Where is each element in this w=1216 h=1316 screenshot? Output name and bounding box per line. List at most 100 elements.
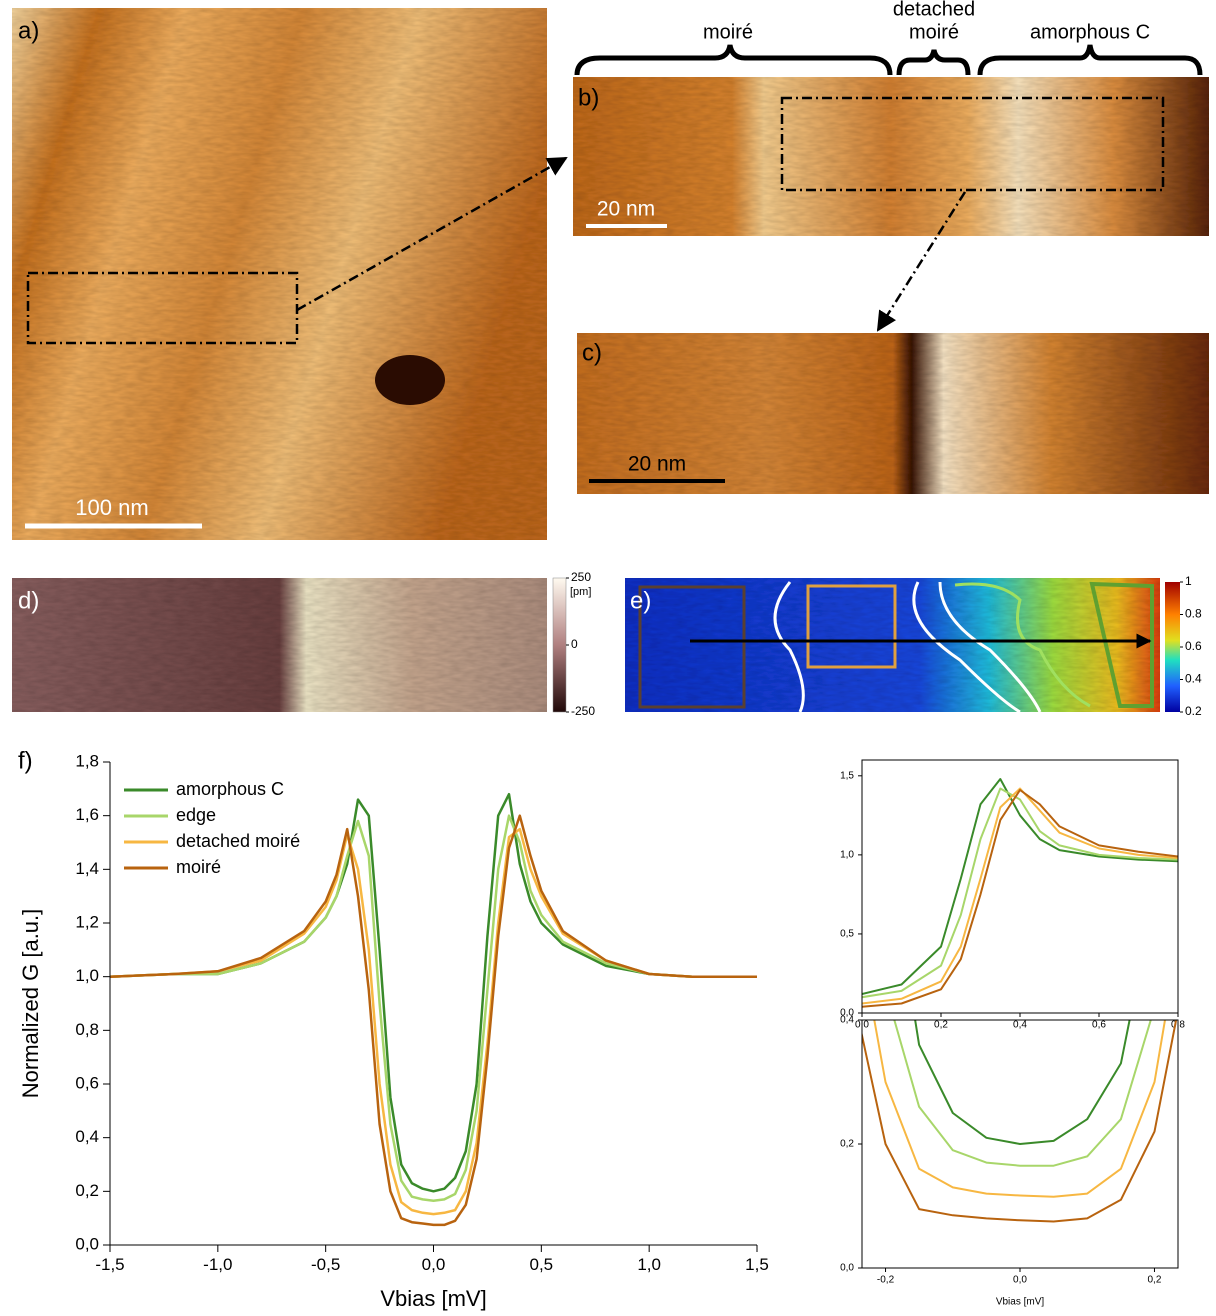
y-tick-label: 1,0: [75, 966, 99, 985]
lines: [862, 1020, 1178, 1223]
colorbar-tick-label: -250: [571, 704, 595, 718]
colorbar-tick-label: 1: [1185, 574, 1192, 588]
line: [862, 1020, 1178, 1223]
region-box: [1089, 581, 1154, 708]
plot-frame: [861, 759, 1179, 1014]
brace: [896, 49, 971, 76]
scale-bar-label: 20 nm: [628, 453, 686, 476]
y-tick-label: 0,6: [75, 1073, 99, 1092]
region-label: amorphous C: [1030, 21, 1150, 43]
brace: [977, 44, 1203, 76]
lines: [862, 778, 1178, 1008]
panel-label: a): [18, 17, 39, 44]
colorbar-tick-label: 0.4: [1185, 672, 1202, 686]
line: [109, 814, 757, 1227]
line: [109, 814, 757, 1202]
panel-label: d): [18, 587, 39, 614]
stm-image: [573, 77, 1209, 236]
line: [109, 827, 757, 1216]
colorbar: [1165, 582, 1180, 712]
y-tick-label: 0,2: [75, 1181, 99, 1200]
region-box: [638, 585, 746, 709]
plot-frame: [861, 1019, 1179, 1269]
x-tick-label: -1,5: [95, 1255, 124, 1274]
panel-e: e): [625, 578, 1180, 714]
panel-label: c): [582, 339, 602, 366]
line: [914, 1020, 1131, 1145]
y-tick-label: 1,2: [75, 912, 99, 931]
x-tick-label: 1,5: [745, 1255, 769, 1274]
panel-label: e): [630, 587, 651, 614]
legend-label: detached moiré: [176, 831, 300, 851]
x-axis-label: Vbias [mV]: [996, 1297, 1045, 1308]
height-map: [12, 578, 547, 712]
y-tick-label: 1,0: [840, 850, 854, 861]
x-axis-label: Vbias [mV]: [380, 1286, 486, 1311]
zoom-box: [780, 96, 1165, 192]
chart: -0,2 0,0 0,2 0,0 0,2 0,4 Vbias [mV]: [840, 1015, 1179, 1308]
line: [893, 1020, 1152, 1167]
x-tick-label: 0,0: [1013, 1275, 1027, 1286]
line: [109, 792, 757, 1193]
line: [862, 778, 1178, 995]
line: [862, 789, 1178, 1008]
conductance-map: [625, 578, 1160, 712]
x-tick-label: -0,5: [311, 1255, 340, 1274]
y-tick-label: 0,8: [75, 1020, 99, 1039]
region-outline: [773, 581, 805, 713]
y-tick-label: 1,4: [75, 859, 99, 878]
legend-label: moiré: [176, 857, 221, 877]
region-label: moiré: [909, 21, 959, 43]
x-tick-label: 0,0: [422, 1255, 446, 1274]
x-tick-label: -1,0: [203, 1255, 232, 1274]
y-tick-label: 0,0: [75, 1234, 99, 1253]
panel-a: 100 nm a): [12, 8, 547, 540]
scale-bar-label: 20 nm: [597, 198, 655, 221]
x-tick-label: 1,0: [637, 1255, 661, 1274]
y-tick-label: 0,0: [840, 1263, 854, 1274]
brace: [574, 44, 893, 76]
y-tick-label: 1,6: [75, 805, 99, 824]
image-feature: [375, 355, 445, 405]
colorbar-tick-label: 250: [571, 570, 591, 584]
panel-b: moiré detached moiré amorphous C 20 nm b…: [573, 0, 1209, 236]
panel-c: 20 nm c): [577, 333, 1209, 494]
scale-bar-label: 100 nm: [75, 495, 148, 520]
panel-label: b): [578, 84, 599, 111]
x-tick-label: -0,2: [877, 1275, 895, 1286]
colorbar: [552, 577, 567, 713]
stm-image: [577, 333, 1209, 494]
chart: -1,5 -1,0 -0,5 0,0 0,5 1,0 1,5 0,0 0,2 0,4 0,6 0,8 1…: [18, 747, 769, 1310]
line: [873, 1020, 1167, 1198]
x-tick-label: 0,6: [1092, 1020, 1106, 1031]
colorbar-tick-label: 0.6: [1185, 639, 1202, 653]
y-axis-label: Normalized G [a.u.]: [18, 909, 43, 1099]
x-tick-label: 0,2: [934, 1020, 948, 1031]
region-outline: [912, 581, 1021, 714]
y-tick-label: 0,2: [840, 1139, 854, 1150]
y-tick-label: 1,8: [75, 751, 99, 770]
region-label: detached: [893, 0, 975, 20]
colorbar-tick-label: 0.2: [1185, 704, 1202, 718]
y-tick-label: 0,5: [840, 929, 854, 940]
region-box: [806, 584, 897, 669]
chart: 0,0 0,2 0,4 0,6 0,80,00,51,01,5: [840, 759, 1185, 1031]
zoom-arrow: [876, 191, 967, 332]
x-tick-label: 0,5: [530, 1255, 554, 1274]
panel-d: [pm] d): [12, 577, 591, 713]
line: [862, 787, 1178, 999]
line: [862, 787, 1178, 1005]
region-outline: [938, 581, 1042, 713]
colorbar-tick-label: 0: [571, 637, 578, 651]
legend-label: amorphous C: [176, 779, 284, 799]
zoom-arrow: [296, 156, 568, 312]
panel-label: f): [18, 747, 33, 774]
y-tick-label: 0,4: [840, 1015, 854, 1026]
legend-label: edge: [176, 805, 216, 825]
region-label: moiré: [703, 21, 753, 43]
x-tick-label: 0,2: [1148, 1275, 1162, 1286]
colorbar-unit: [pm]: [570, 586, 591, 598]
region-outline: [954, 582, 1091, 708]
zoom-box: [26, 271, 299, 345]
